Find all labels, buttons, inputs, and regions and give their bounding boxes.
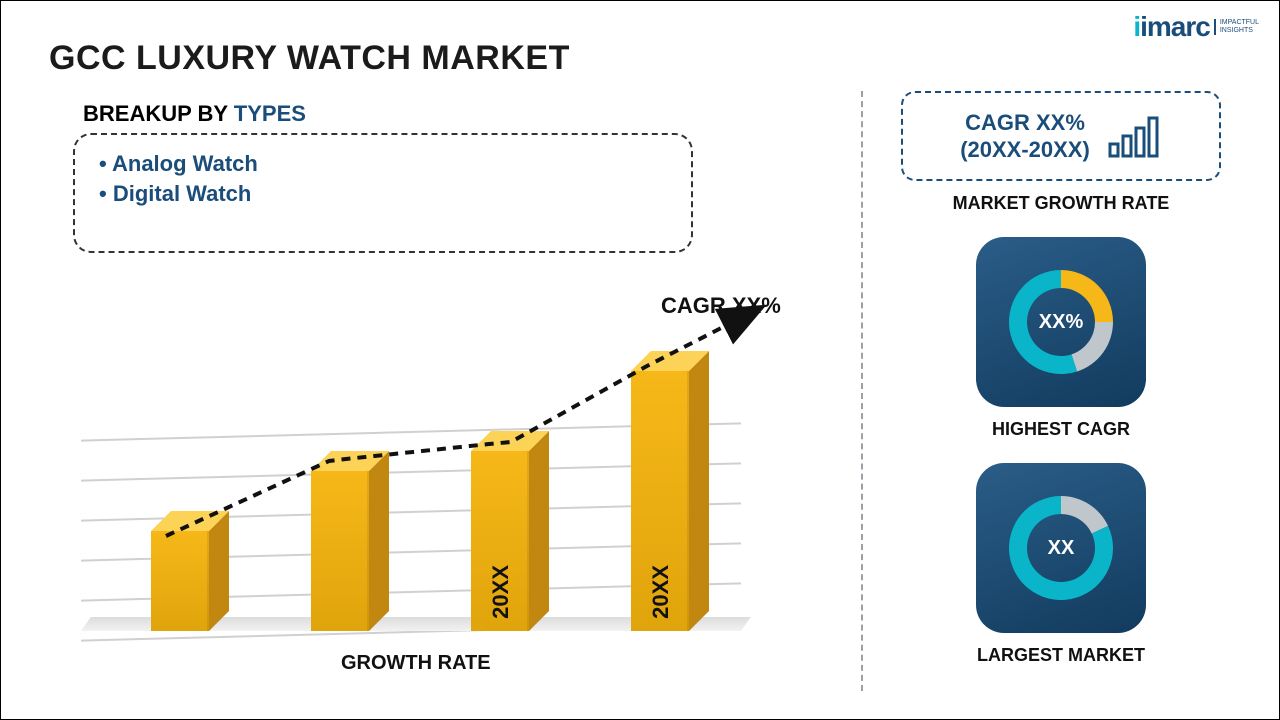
largest-market-card: XX	[976, 463, 1146, 633]
label-highest-cagr: HIGHEST CAGR	[901, 419, 1221, 440]
breakup-prefix: BREAKUP BY	[83, 101, 234, 126]
list-item: Analog Watch	[99, 149, 667, 179]
donut-center-value: XX	[1048, 537, 1075, 560]
breakup-heading: BREAKUP BY TYPES	[83, 101, 306, 127]
label-market-growth: MARKET GROWTH RATE	[901, 193, 1221, 214]
donut-center-value: XX%	[1039, 311, 1083, 334]
vertical-divider	[861, 91, 863, 691]
x-axis-title: GROWTH RATE	[341, 652, 491, 675]
cagr-box-text: CAGR XX% (20XX-20XX)	[960, 109, 1090, 164]
list-item: Digital Watch	[99, 179, 667, 209]
cagr-annotation: CAGR XX%	[661, 293, 781, 319]
chart-bar	[311, 471, 389, 631]
bar-label: 20XX	[648, 565, 674, 619]
highest-cagr-card: XX%	[976, 237, 1146, 407]
chart-bar: 20XX	[631, 371, 709, 631]
types-box: Analog Watch Digital Watch	[73, 133, 693, 253]
bar-label: 20XX	[488, 565, 514, 619]
logo-tagline-1: IMPACTFUL	[1220, 19, 1259, 26]
types-list: Analog Watch Digital Watch	[99, 149, 667, 208]
chart-bar: 20XX	[471, 451, 549, 631]
page-title: GCC LUXURY WATCH MARKET	[49, 39, 570, 78]
breakup-highlight: TYPES	[234, 101, 306, 126]
logo-brand: imarc	[1140, 11, 1210, 42]
label-largest-market: LARGEST MARKET	[901, 645, 1221, 666]
growth-bar-chart: 20XX20XX CAGR XX% GROWTH RATE	[71, 301, 791, 671]
mini-bar-icon	[1106, 112, 1162, 160]
cagr-line1: CAGR XX%	[965, 110, 1085, 135]
cagr-summary-box: CAGR XX% (20XX-20XX)	[901, 91, 1221, 181]
logo-text: iimarc	[1133, 11, 1210, 43]
logo-tagline: IMPACTFUL INSIGHTS	[1214, 19, 1259, 34]
cagr-line2: (20XX-20XX)	[960, 137, 1090, 162]
logo-tagline-2: INSIGHTS	[1220, 27, 1253, 34]
brand-logo: iimarc IMPACTFUL INSIGHTS	[1133, 11, 1259, 43]
chart-bar	[151, 531, 229, 631]
